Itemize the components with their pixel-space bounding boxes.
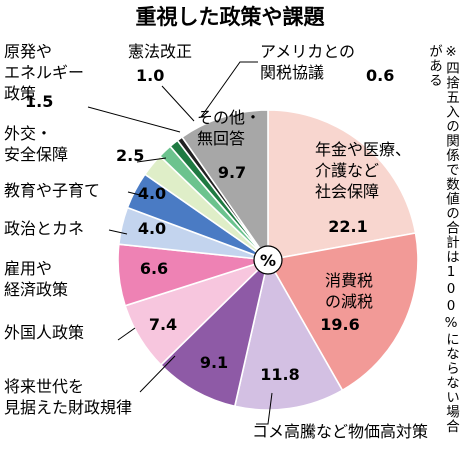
slice-name-line: 安全保障 — [4, 145, 68, 164]
leader-line — [161, 85, 195, 122]
slice-value-label: 22.1 — [328, 217, 367, 236]
slice-name-line: 憲法改正 — [128, 42, 192, 61]
slice-value-label: 0.6 — [366, 66, 394, 85]
slice-name-line: コメ高騰など物価高対策 — [252, 422, 428, 441]
slice-value-label: 7.4 — [149, 315, 177, 334]
slice-name-line: 関税協議 — [260, 63, 324, 82]
slice-name-line: 無回答 — [197, 129, 245, 148]
slice-name-label: 教育や子育て — [4, 181, 100, 200]
slice-name-line: 社会保障 — [315, 182, 379, 201]
slice-name-label: コメ高騰など物価高対策 — [252, 422, 428, 441]
pie-slice — [180, 109, 269, 263]
slice-name-label: 将来世代を見据えた財政規律 — [4, 377, 132, 417]
slice-value-label: 11.8 — [260, 365, 299, 384]
slice-name-line: 経済政策 — [4, 280, 68, 299]
center-circle — [253, 245, 283, 275]
slice-name-line: 将来世代を — [4, 377, 84, 396]
leader-lines — [87, 61, 273, 425]
slice-name-label: 外国人政策 — [4, 323, 84, 342]
slice-name-line: 介護など — [315, 161, 379, 180]
leader-line — [139, 355, 176, 393]
slice-value-label: 1.5 — [25, 92, 53, 111]
leader-line — [108, 229, 128, 235]
slice-name-line: 消費税 — [325, 271, 373, 290]
pie-slice — [267, 109, 417, 261]
slice-name-line: の減税 — [325, 292, 373, 311]
slice-name-line: その他・ — [197, 108, 261, 127]
pie-slices — [117, 109, 419, 411]
slice-value-label: 6.6 — [140, 259, 168, 278]
slice-value-label: 4.0 — [138, 219, 166, 238]
slice-name-label: 年金や医療、介護など社会保障 — [315, 140, 411, 201]
slice-name-label: その他・無回答 — [197, 108, 261, 148]
slice-name-line: エネルギー — [4, 63, 84, 82]
slice-name-label: 外交・安全保障 — [4, 124, 68, 164]
pie-slice — [159, 257, 270, 408]
slice-name-line: 政策 — [4, 84, 36, 103]
slice-name-line: 見据えた財政規律 — [4, 398, 132, 417]
slice-value-label: 2.5 — [116, 146, 144, 165]
leader-line — [87, 106, 181, 133]
slice-name-line: アメリカとの — [260, 42, 355, 61]
slice-name-label: 憲法改正 — [128, 42, 192, 61]
slice-name-line: 雇用や — [4, 259, 52, 278]
leader-line — [127, 191, 145, 197]
pie-slice — [266, 232, 419, 392]
slice-name-label: アメリカとの関税協議 — [260, 42, 355, 82]
pie-slice — [233, 257, 344, 411]
leader-line — [136, 157, 167, 163]
slice-name-label: 政治とカネ — [4, 219, 84, 238]
slice-value-label: 19.6 — [320, 315, 359, 334]
slice-name-label: 雇用や経済政策 — [4, 259, 68, 299]
slice-labels: 年金や医療、介護など社会保障 22.1 消費税の減税 19.6 コメ高騰など物価高対策 1… — [4, 42, 428, 441]
leader-line — [200, 61, 258, 118]
leader-line — [256, 392, 273, 425]
chart-title: 重視した政策や課題 — [136, 5, 326, 29]
slice-name-line: 外国人政策 — [4, 323, 84, 342]
slice-name-line: 原発や — [4, 42, 52, 61]
slice-name-line: 政治とカネ — [4, 219, 84, 238]
slice-name-line: 年金や医療、 — [315, 140, 411, 159]
footnote: ※四捨五入の関係で数値の合計は100%にならない場合がある — [426, 44, 459, 434]
slice-value-label: 9.1 — [200, 353, 228, 372]
slice-name-label: 消費税の減税 — [325, 271, 373, 311]
leader-line — [117, 327, 136, 341]
slice-name-line: 外交・ — [4, 124, 52, 143]
slice-value-label: 9.7 — [218, 163, 246, 182]
slice-value-label: 1.0 — [136, 66, 164, 85]
slice-name-line: 教育や子育て — [4, 181, 100, 200]
slice-value-label: 4.0 — [138, 184, 166, 203]
slice-name-label: 原発やエネルギー政策 — [4, 42, 84, 103]
center-unit-label: % — [260, 251, 276, 270]
